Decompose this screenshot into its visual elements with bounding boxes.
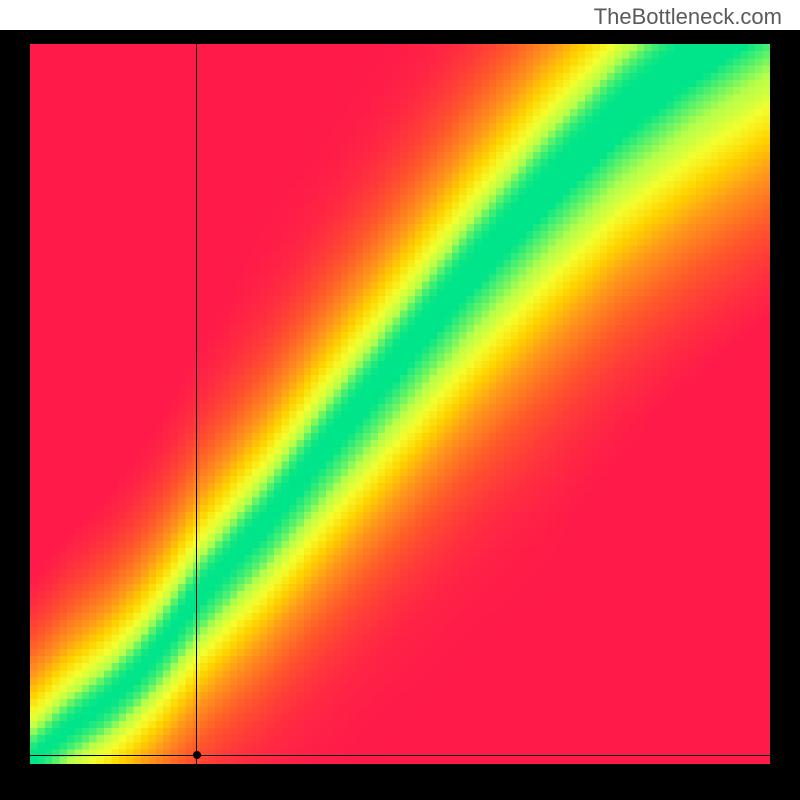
- plot-frame: [0, 30, 800, 800]
- crosshair-dot: [193, 751, 201, 759]
- plot-area: [30, 44, 770, 764]
- crosshair-horizontal: [30, 755, 770, 756]
- heatmap-canvas: [30, 44, 770, 764]
- crosshair-vertical: [196, 44, 197, 764]
- watermark-text: TheBottleneck.com: [594, 4, 782, 30]
